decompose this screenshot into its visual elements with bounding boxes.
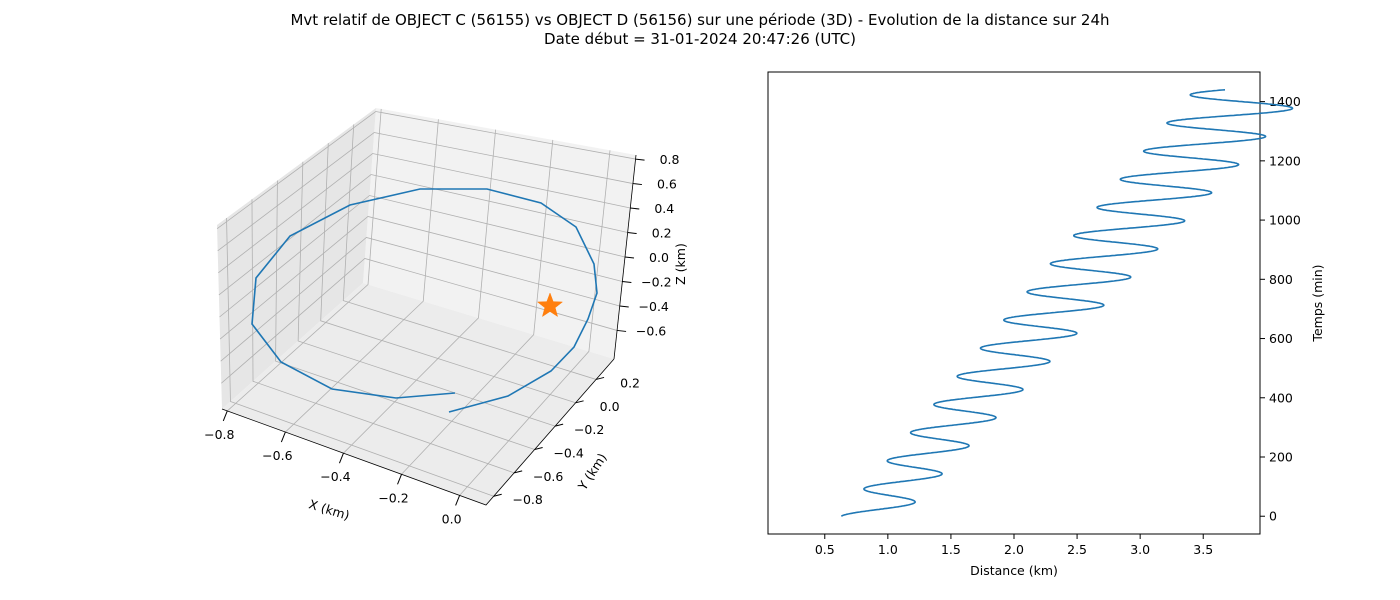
x-axis-label: Distance (km) — [970, 563, 1058, 578]
grid-line-z — [219, 195, 626, 318]
tick-z — [622, 280, 632, 283]
tick-x — [455, 495, 461, 506]
tick-label-z: −0.4 — [639, 299, 669, 314]
x-axis-label-3d: X (km) — [307, 496, 351, 523]
grid-line-y — [297, 161, 556, 427]
tick-z — [627, 232, 637, 235]
tick-label-z: 0.6 — [657, 177, 677, 192]
tick-y — [575, 400, 584, 404]
grid-line-x — [343, 129, 496, 454]
grid-line-y — [342, 124, 597, 380]
chart-3d-trajectory: −0.8−0.6−0.4−0.20.0−0.8−0.6−0.4−0.20.00.… — [204, 108, 688, 526]
x-tick-label: 1.5 — [941, 542, 961, 557]
tick-label-y: 0.2 — [620, 375, 640, 390]
grid-line-y — [226, 217, 494, 497]
tick-y — [514, 470, 523, 474]
grid-line-y — [275, 180, 535, 450]
x-tick-label: 1.0 — [878, 542, 898, 557]
grid-line-x — [227, 108, 382, 412]
tick-label-x: −0.8 — [204, 427, 234, 442]
y-axis-label: Temps (min) — [1310, 264, 1325, 342]
grid-line-y — [320, 143, 576, 404]
distance-series-line — [840, 89, 1294, 517]
trajectory-polyline — [251, 188, 598, 413]
y-tick-label: 200 — [1269, 450, 1293, 465]
y-ticks: 0 200 400 600 800 1000 1200 1400 — [1260, 94, 1301, 524]
grid-line-z — [219, 216, 623, 340]
tick-label-y: 0.0 — [600, 399, 620, 414]
tick-y — [493, 493, 502, 497]
grid-line-z — [217, 132, 633, 252]
ticks-3d: −0.8−0.6−0.4−0.20.0−0.8−0.6−0.4−0.20.00.… — [204, 152, 679, 526]
grid-line-z — [218, 153, 631, 274]
tick-y — [554, 423, 564, 427]
tick-label-z: −0.2 — [641, 274, 671, 289]
tick-label-z: 0.0 — [649, 250, 669, 265]
plot-area — [767, 71, 1261, 535]
grid-line-z — [220, 237, 620, 362]
grid-line-x — [401, 139, 554, 475]
x-ticks: 0.5 1.0 1.5 2.0 2.5 3.0 3.5 — [815, 534, 1213, 557]
tick-z — [617, 329, 627, 332]
tick-label-y: −0.2 — [574, 422, 604, 437]
pane-left — [217, 108, 376, 409]
tick-x — [397, 474, 402, 485]
chart-distance-time: 0.5 1.0 1.5 2.0 2.5 3.0 3.5 0 200 400 600 800 1000 1… — [767, 71, 1325, 578]
figure-title-line2: Date début = 31-01-2024 20:47:26 (UTC) — [544, 30, 856, 48]
x-tick-label: 2.0 — [1004, 542, 1024, 557]
tick-label-x: −0.6 — [262, 448, 292, 463]
tick-label-z: 0.2 — [652, 226, 672, 241]
x-tick-label: 2.5 — [1067, 542, 1087, 557]
tick-z — [635, 158, 645, 161]
y-tick-label: 600 — [1269, 331, 1293, 346]
tick-label-z: 0.4 — [654, 201, 674, 216]
grid-line-z — [218, 174, 628, 296]
tick-z — [619, 305, 629, 308]
tick-x — [280, 431, 286, 443]
tick-z — [632, 183, 642, 186]
trajectory-3d — [251, 188, 598, 413]
x-tick-label: 0.5 — [815, 542, 835, 557]
y-tick-label: 1200 — [1269, 153, 1301, 168]
y-tick-label: 400 — [1269, 390, 1293, 405]
object-star-marker — [536, 292, 564, 318]
figure-title-line1: Mvt relatif de OBJECT C (56155) vs OBJEC… — [290, 11, 1109, 29]
grid-line-x — [459, 150, 611, 496]
tick-label-z: −0.6 — [636, 323, 666, 338]
tick-z — [624, 256, 635, 259]
tick-y — [534, 447, 543, 451]
pane-floor — [222, 283, 614, 505]
tick-x — [338, 452, 344, 464]
grid-line-z — [221, 258, 618, 384]
tick-x — [222, 410, 228, 422]
tick-y — [595, 376, 605, 380]
y-tick-label: 1400 — [1269, 94, 1301, 109]
grid-line-z — [216, 111, 636, 230]
tick-label-x: −0.2 — [378, 490, 408, 505]
tick-label-z: 0.8 — [660, 152, 680, 167]
grid-line-y — [251, 199, 515, 474]
x-tick-label: 3.0 — [1130, 542, 1150, 557]
y-tick-label: 1000 — [1269, 213, 1301, 228]
y-tick-label: 0 — [1269, 509, 1277, 524]
tick-label-x: 0.0 — [442, 511, 462, 526]
axis-line-floor — [221, 358, 615, 506]
tick-label-y: −0.6 — [533, 469, 563, 484]
tick-label-y: −0.8 — [513, 492, 543, 507]
z-axis-label-3d: Z (km) — [673, 243, 688, 285]
tick-z — [630, 207, 640, 210]
y-tick-label: 800 — [1269, 272, 1293, 287]
tick-label-y: −0.4 — [553, 446, 583, 461]
tick-label-x: −0.4 — [320, 469, 350, 484]
x-tick-label: 3.5 — [1193, 542, 1213, 557]
